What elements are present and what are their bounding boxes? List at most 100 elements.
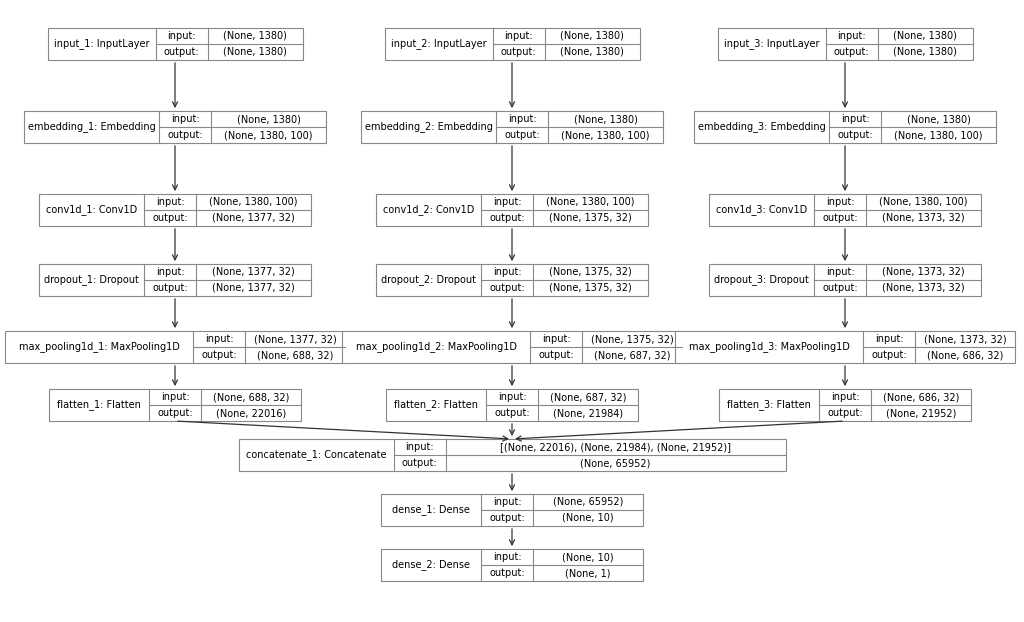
Bar [381, 549, 643, 581]
Text: max_pooling1d_2: MaxPooling1D: max_pooling1d_2: MaxPooling1D [355, 341, 516, 353]
Bar [342, 331, 682, 363]
Text: (None, 1380, 100): (None, 1380, 100) [546, 197, 635, 207]
Text: (None, 1377, 32): (None, 1377, 32) [212, 267, 295, 277]
Text: flatten_2: Flatten: flatten_2: Flatten [394, 399, 478, 411]
Bar [376, 264, 648, 296]
Text: (None, 10): (None, 10) [562, 513, 613, 523]
Text: (None, 1380): (None, 1380) [893, 47, 957, 57]
Bar [39, 264, 311, 296]
Text: (None, 1377, 32): (None, 1377, 32) [212, 283, 295, 293]
Text: (None, 1380): (None, 1380) [223, 47, 287, 57]
Text: (None, 1375, 32): (None, 1375, 32) [549, 213, 632, 223]
Text: input:: input: [830, 392, 859, 402]
Bar [694, 111, 996, 143]
Text: (None, 1380): (None, 1380) [237, 114, 300, 124]
Text: (None, 687, 32): (None, 687, 32) [594, 350, 671, 360]
Text: input:: input: [504, 31, 532, 41]
Text: conv1d_2: Conv1D: conv1d_2: Conv1D [383, 205, 474, 215]
Text: output:: output: [834, 47, 869, 57]
Bar [239, 439, 785, 471]
Bar [49, 389, 301, 421]
Text: output:: output: [401, 458, 437, 468]
Text: conv1d_3: Conv1D: conv1d_3: Conv1D [716, 205, 807, 215]
Text: input:: input: [508, 114, 537, 124]
Text: (None, 686, 32): (None, 686, 32) [883, 392, 959, 402]
Text: (None, 1380, 100): (None, 1380, 100) [224, 130, 312, 140]
Text: (None, 1380): (None, 1380) [893, 31, 957, 41]
Text: (None, 1375, 32): (None, 1375, 32) [591, 334, 674, 344]
Text: input:: input: [874, 334, 903, 344]
Text: output:: output: [201, 350, 237, 360]
Text: (None, 1380, 100): (None, 1380, 100) [894, 130, 983, 140]
Text: output:: output: [489, 513, 525, 523]
Text: input:: input: [493, 497, 521, 507]
Text: input_3: InputLayer: input_3: InputLayer [724, 39, 819, 50]
Text: input:: input: [493, 267, 521, 277]
Text: (None, 1373, 32): (None, 1373, 32) [883, 213, 965, 223]
Text: input:: input: [167, 31, 196, 41]
Text: input:: input: [205, 334, 233, 344]
Text: output:: output: [838, 130, 872, 140]
Bar [5, 331, 345, 363]
Text: (None, 687, 32): (None, 687, 32) [550, 392, 627, 402]
Text: output:: output: [827, 408, 863, 418]
Text: input:: input: [156, 267, 184, 277]
Text: dropout_3: Dropout: dropout_3: Dropout [714, 274, 809, 285]
Text: (None, 1380, 100): (None, 1380, 100) [209, 197, 298, 207]
Text: input:: input: [838, 31, 866, 41]
Bar [718, 28, 973, 60]
Text: output:: output: [158, 408, 193, 418]
Text: input:: input: [406, 442, 434, 452]
Text: (None, 1380): (None, 1380) [906, 114, 971, 124]
Text: input_1: InputLayer: input_1: InputLayer [53, 39, 150, 50]
Text: (None, 686, 32): (None, 686, 32) [927, 350, 1004, 360]
Text: (None, 1375, 32): (None, 1375, 32) [549, 283, 632, 293]
Text: output:: output: [871, 350, 907, 360]
Text: output:: output: [501, 47, 537, 57]
Text: output:: output: [153, 283, 187, 293]
Text: (None, 1373, 32): (None, 1373, 32) [883, 283, 965, 293]
Text: embedding_1: Embedding: embedding_1: Embedding [28, 121, 156, 132]
Text: (None, 65952): (None, 65952) [581, 458, 650, 468]
Text: conv1d_1: Conv1D: conv1d_1: Conv1D [46, 205, 137, 215]
Text: dropout_2: Dropout: dropout_2: Dropout [381, 274, 476, 285]
Text: output:: output: [153, 213, 187, 223]
Text: dense_1: Dense: dense_1: Dense [392, 504, 470, 516]
Text: output:: output: [495, 408, 529, 418]
Text: (None, 21984): (None, 21984) [553, 408, 623, 418]
Text: (None, 1380): (None, 1380) [560, 31, 624, 41]
Text: flatten_3: Flatten: flatten_3: Flatten [727, 399, 811, 411]
Text: dropout_1: Dropout: dropout_1: Dropout [44, 274, 139, 285]
Text: output:: output: [489, 283, 525, 293]
Text: (None, 22016): (None, 22016) [216, 408, 286, 418]
Bar [39, 194, 311, 226]
Bar [719, 389, 971, 421]
Text: input:: input: [498, 392, 526, 402]
Text: embedding_2: Embedding: embedding_2: Embedding [365, 121, 493, 132]
Bar [47, 28, 302, 60]
Bar [675, 331, 1015, 363]
Text: input:: input: [825, 197, 854, 207]
Text: max_pooling1d_3: MaxPooling1D: max_pooling1d_3: MaxPooling1D [688, 341, 850, 353]
Text: (None, 1377, 32): (None, 1377, 32) [212, 213, 295, 223]
Text: output:: output: [164, 47, 200, 57]
Bar [361, 111, 663, 143]
Text: (None, 1375, 32): (None, 1375, 32) [549, 267, 632, 277]
Text: embedding_3: Embedding: embedding_3: Embedding [697, 121, 825, 132]
Text: (None, 1380): (None, 1380) [223, 31, 287, 41]
Text: input:: input: [542, 334, 570, 344]
Bar [24, 111, 326, 143]
Text: concatenate_1: Concatenate: concatenate_1: Concatenate [246, 450, 386, 460]
Text: (None, 1377, 32): (None, 1377, 32) [254, 334, 336, 344]
Text: input:: input: [171, 114, 200, 124]
Text: (None, 688, 32): (None, 688, 32) [213, 392, 289, 402]
Text: input:: input: [156, 197, 184, 207]
Text: (None, 688, 32): (None, 688, 32) [257, 350, 333, 360]
Bar [386, 389, 638, 421]
Text: output:: output: [822, 213, 858, 223]
Text: (None, 1380): (None, 1380) [560, 47, 624, 57]
Text: (None, 1380, 100): (None, 1380, 100) [561, 130, 650, 140]
Text: output:: output: [504, 130, 540, 140]
Text: output:: output: [489, 568, 525, 578]
Bar [384, 28, 640, 60]
